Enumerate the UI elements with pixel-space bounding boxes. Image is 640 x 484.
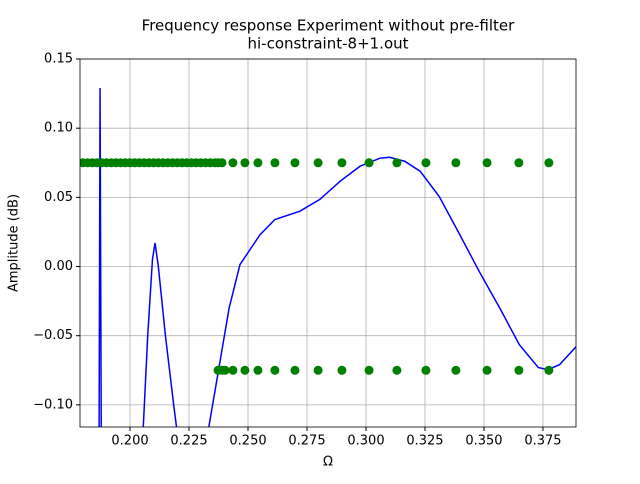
point: [544, 365, 554, 375]
point: [253, 158, 263, 168]
x-tick-label: 0.375: [524, 434, 561, 449]
y-tick-label: 0.10: [44, 121, 73, 136]
x-axis-label: Ω: [323, 455, 333, 470]
point: [392, 158, 402, 168]
point: [290, 158, 300, 168]
chart-subtitle: hi-constraint-8+1.out: [247, 35, 408, 53]
y-tick-label: 0.15: [44, 52, 73, 67]
point: [482, 158, 492, 168]
point: [240, 158, 250, 168]
plot-area: [80, 88, 576, 427]
plot-frame: [79, 58, 577, 428]
point: [217, 158, 227, 168]
point: [421, 158, 431, 168]
point: [482, 365, 492, 375]
x-tick-label: 0.275: [288, 434, 325, 449]
y-tick-label: −0.05: [33, 328, 73, 343]
point: [313, 158, 323, 168]
point: [270, 158, 280, 168]
y-axis-label: Amplitude (dB): [7, 194, 22, 292]
point: [364, 158, 374, 168]
point: [220, 365, 230, 375]
point: [337, 158, 347, 168]
point: [392, 365, 402, 375]
point: [514, 158, 524, 168]
y-tick-label: 0.00: [44, 259, 73, 274]
point: [337, 365, 347, 375]
point: [228, 365, 238, 375]
x-tick-label: 0.325: [406, 434, 443, 449]
point: [514, 365, 524, 375]
chart-title: Frequency response Experiment without pr…: [142, 17, 515, 35]
point: [421, 365, 431, 375]
point: [228, 158, 238, 168]
point: [451, 365, 461, 375]
x-tick-label: 0.200: [111, 434, 148, 449]
point: [313, 365, 323, 375]
x-tick-label: 0.225: [170, 434, 207, 449]
y-tick-label: 0.05: [44, 190, 73, 205]
x-tick-label: 0.350: [465, 434, 502, 449]
point: [290, 365, 300, 375]
point: [240, 365, 250, 375]
point: [253, 365, 263, 375]
x-tick-label: 0.250: [229, 434, 266, 449]
point: [451, 158, 461, 168]
y-tick-label: −0.10: [33, 397, 73, 412]
point: [364, 365, 374, 375]
point: [270, 365, 280, 375]
x-tick-label: 0.300: [347, 434, 384, 449]
response-line: [98, 88, 576, 427]
point: [544, 158, 554, 168]
